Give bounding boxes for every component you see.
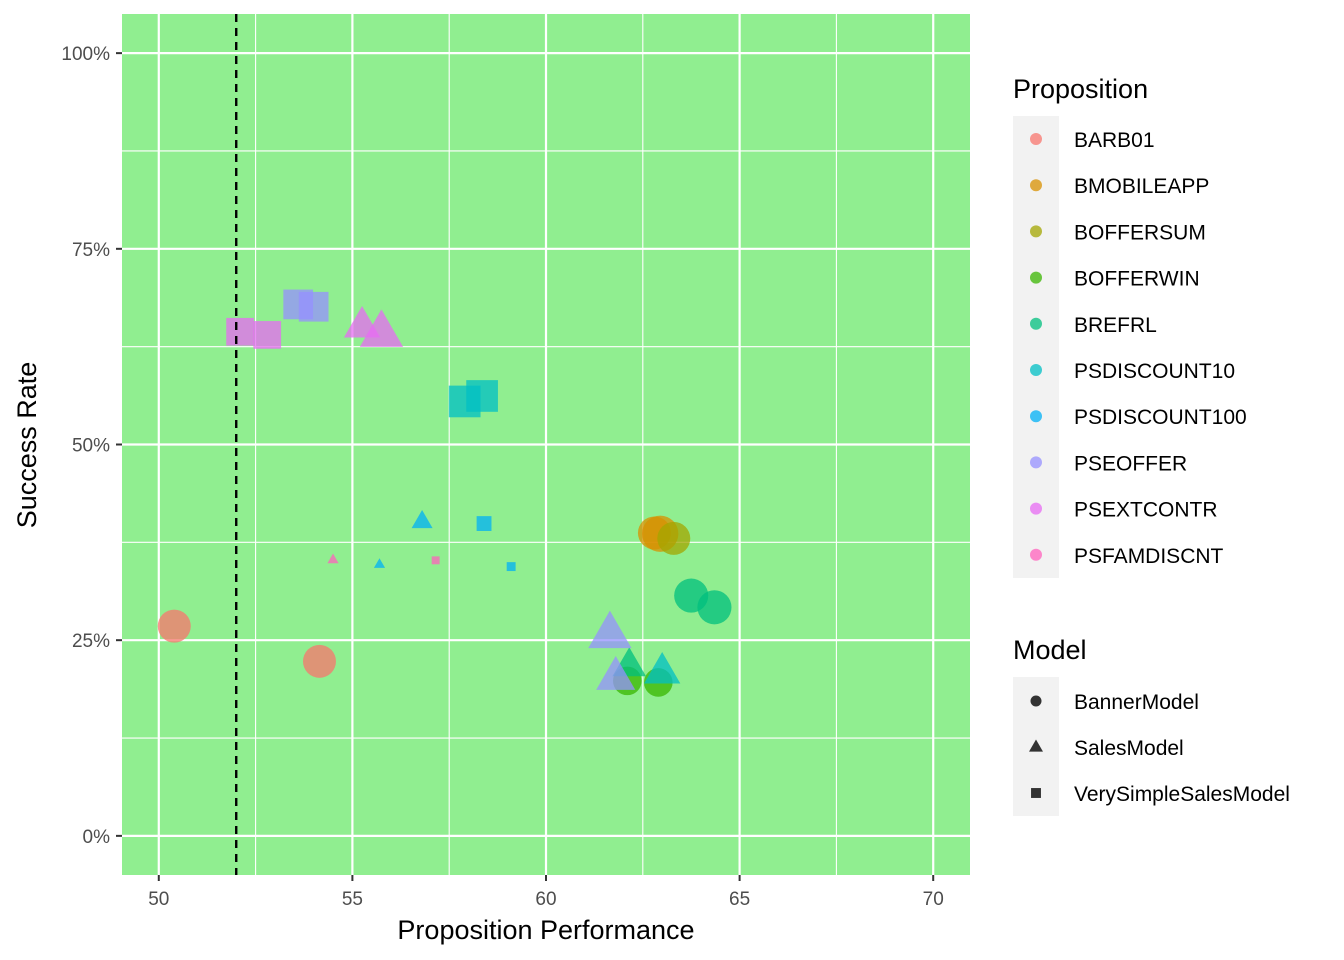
- legend-label-boffersum: BOFFERSUM: [1074, 221, 1206, 244]
- data-point: [476, 516, 492, 531]
- x-tick-label: 65: [729, 889, 750, 910]
- data-points: [157, 289, 732, 697]
- y-tick-label: 25%: [72, 631, 110, 652]
- x-tick-label: 70: [923, 889, 944, 910]
- data-point: [302, 644, 336, 678]
- legend-label-psfamdiscnt: PSFAMDISCNT: [1074, 545, 1224, 568]
- data-point: [588, 610, 632, 649]
- x-axis: 50 55 60 65 70: [148, 875, 944, 910]
- y-axis-title: Success Rate: [12, 362, 42, 529]
- legend-key-bmobileapp: [1030, 179, 1042, 192]
- legend-label-barb01: BARB01: [1074, 129, 1155, 152]
- grid-lines: [122, 14, 970, 875]
- y-tick-label: 0%: [83, 827, 111, 848]
- data-point: [226, 317, 254, 346]
- legend-proposition-title: Proposition: [1013, 74, 1148, 104]
- y-tick-label: 100%: [61, 44, 110, 65]
- legend-model: Model BannerModel SalesModel VerySimpleSal…: [1013, 635, 1290, 816]
- data-point: [298, 291, 329, 322]
- legend-key-bofferwin: [1030, 271, 1042, 284]
- data-point: [157, 609, 191, 643]
- legend-key-psextcontr: [1030, 502, 1042, 515]
- legend-label-salesmodel: SalesModel: [1074, 737, 1184, 760]
- legend-key-bannermodel: [1030, 695, 1042, 707]
- legend-key-psdiscount10: [1030, 364, 1042, 376]
- legend-label-bofferwin: BOFFERWIN: [1074, 268, 1200, 291]
- legend-label-brefrl: BREFRL: [1074, 314, 1157, 337]
- data-point: [411, 509, 433, 529]
- legend-label-bannermodel: BannerModel: [1074, 691, 1199, 714]
- data-point: [373, 558, 386, 568]
- y-tick-label: 50%: [72, 436, 110, 457]
- y-axis: 0% 25% 50% 75% 100%: [61, 44, 122, 848]
- legend-key-salesmodel: [1029, 739, 1043, 752]
- legend-label-verysimplesalesmodel: VerySimpleSalesModel: [1074, 783, 1290, 806]
- data-point: [359, 309, 404, 347]
- legend-proposition-keys-background: [1013, 116, 1059, 578]
- legend-label-psdiscount100: PSDISCOUNT100: [1074, 406, 1247, 429]
- x-tick-label: 60: [535, 889, 556, 910]
- legend-key-barb01: [1030, 133, 1042, 145]
- data-point: [644, 651, 681, 684]
- legend-label-psextcontr: PSEXTCONTR: [1074, 499, 1218, 522]
- legend-label-psdiscount10: PSDISCOUNT10: [1074, 360, 1235, 383]
- x-tick-label: 50: [148, 889, 169, 910]
- data-point: [327, 553, 339, 564]
- legend-key-psdiscount100: [1030, 410, 1042, 423]
- data-point: [657, 521, 691, 555]
- legend-label-bmobileapp: BMOBILEAPP: [1074, 175, 1209, 198]
- legend-label-pseoffer: PSEOFFER: [1074, 452, 1187, 475]
- data-point: [431, 556, 440, 565]
- x-tick-label: 55: [342, 889, 363, 910]
- legend-model-title: Model: [1013, 635, 1087, 665]
- legend-key-boffersum: [1030, 225, 1042, 238]
- x-axis-title: Proposition Performance: [397, 915, 694, 945]
- legend-key-psfamdiscnt: [1030, 548, 1042, 561]
- legend-key-brefrl: [1030, 317, 1042, 330]
- data-point: [466, 380, 498, 412]
- data-point: [506, 562, 516, 572]
- data-point: [253, 321, 282, 349]
- y-tick-label: 75%: [72, 240, 110, 261]
- data-point: [697, 590, 732, 625]
- data-point: [596, 655, 636, 690]
- legend-key-pseoffer: [1030, 456, 1042, 469]
- legend-key-verysimplesalesmodel: [1031, 788, 1041, 798]
- legend-proposition: Proposition BARB01 BMOBILEAPP BOFFERSUM BOF…: [1013, 74, 1247, 578]
